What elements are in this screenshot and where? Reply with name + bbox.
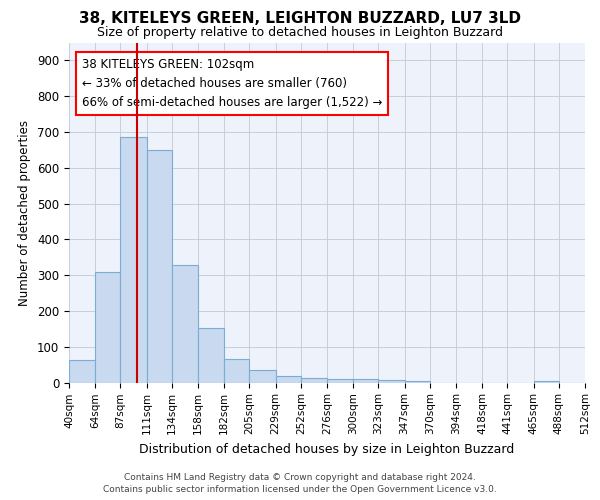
- Bar: [250, 370, 275, 382]
- Text: 38 KITELEYS GREEN: 102sqm
← 33% of detached houses are smaller (760)
66% of semi: 38 KITELEYS GREEN: 102sqm ← 33% of detac…: [82, 58, 382, 109]
- Bar: [95, 272, 121, 382]
- Bar: [404, 380, 430, 382]
- Bar: [327, 379, 353, 382]
- Bar: [224, 359, 250, 382]
- Bar: [198, 328, 224, 382]
- Text: Size of property relative to detached houses in Leighton Buzzard: Size of property relative to detached ho…: [97, 26, 503, 39]
- Text: Contains HM Land Registry data © Crown copyright and database right 2024.
Contai: Contains HM Land Registry data © Crown c…: [103, 472, 497, 494]
- Bar: [353, 379, 379, 382]
- Bar: [146, 150, 172, 382]
- Bar: [301, 378, 327, 382]
- Bar: [379, 380, 404, 382]
- Y-axis label: Number of detached properties: Number of detached properties: [19, 120, 31, 306]
- X-axis label: Distribution of detached houses by size in Leighton Buzzard: Distribution of detached houses by size …: [139, 442, 515, 456]
- Bar: [69, 360, 95, 382]
- Bar: [533, 380, 559, 382]
- Bar: [121, 138, 146, 382]
- Bar: [275, 376, 301, 382]
- Bar: [172, 265, 198, 382]
- Text: 38, KITELEYS GREEN, LEIGHTON BUZZARD, LU7 3LD: 38, KITELEYS GREEN, LEIGHTON BUZZARD, LU…: [79, 11, 521, 26]
